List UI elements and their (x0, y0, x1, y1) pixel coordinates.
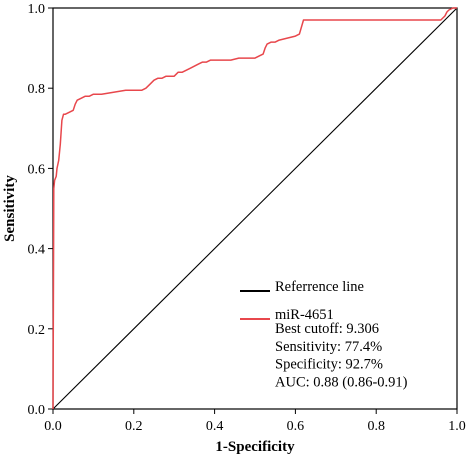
x-tick-label: 0.2 (125, 419, 143, 434)
y-axis-ticks: 0.0 0.2 0.4 0.6 0.8 1.0 (28, 2, 53, 418)
x-tick-label: 0.4 (206, 419, 224, 434)
legend: Referrence line miR-4651 Best cutoff: 9.… (240, 279, 408, 390)
x-tick-label: 0.6 (287, 419, 305, 434)
y-tick-label: 0.0 (28, 403, 46, 418)
x-tick-label: 0.8 (367, 419, 385, 434)
legend-label-mir-4651: miR-4651 (275, 307, 334, 323)
x-axis-ticks: 0.0 0.2 0.4 0.6 0.8 1.0 (44, 409, 466, 434)
series-line-referrence-line (52, 7, 458, 410)
y-axis-title: Sensitivity (2, 175, 18, 242)
y-tick-label: 0.6 (28, 162, 46, 177)
x-tick-label: 1.0 (448, 419, 466, 434)
y-tick-label: 0.2 (28, 323, 46, 338)
annotation-best-cutoff: Best cutoff: 9.306 (275, 321, 379, 337)
annotation-sensitivity: Sensitivity: 77.4% (275, 339, 382, 355)
series-line-mir-4651 (52, 7, 457, 410)
annotation-specificity: Specificity: 92.7% (275, 357, 383, 373)
y-tick-label: 0.8 (28, 82, 46, 97)
y-tick-label: 1.0 (28, 2, 46, 17)
series-layer (52, 7, 458, 410)
y-tick-label: 0.4 (28, 243, 46, 258)
legend-label-reference-line: Referrence line (275, 279, 364, 295)
x-axis-title: 1-Specificity (215, 439, 295, 455)
annotation-auc: AUC: 0.88 (0.86-0.91) (275, 374, 408, 390)
x-tick-label: 0.0 (44, 419, 62, 434)
